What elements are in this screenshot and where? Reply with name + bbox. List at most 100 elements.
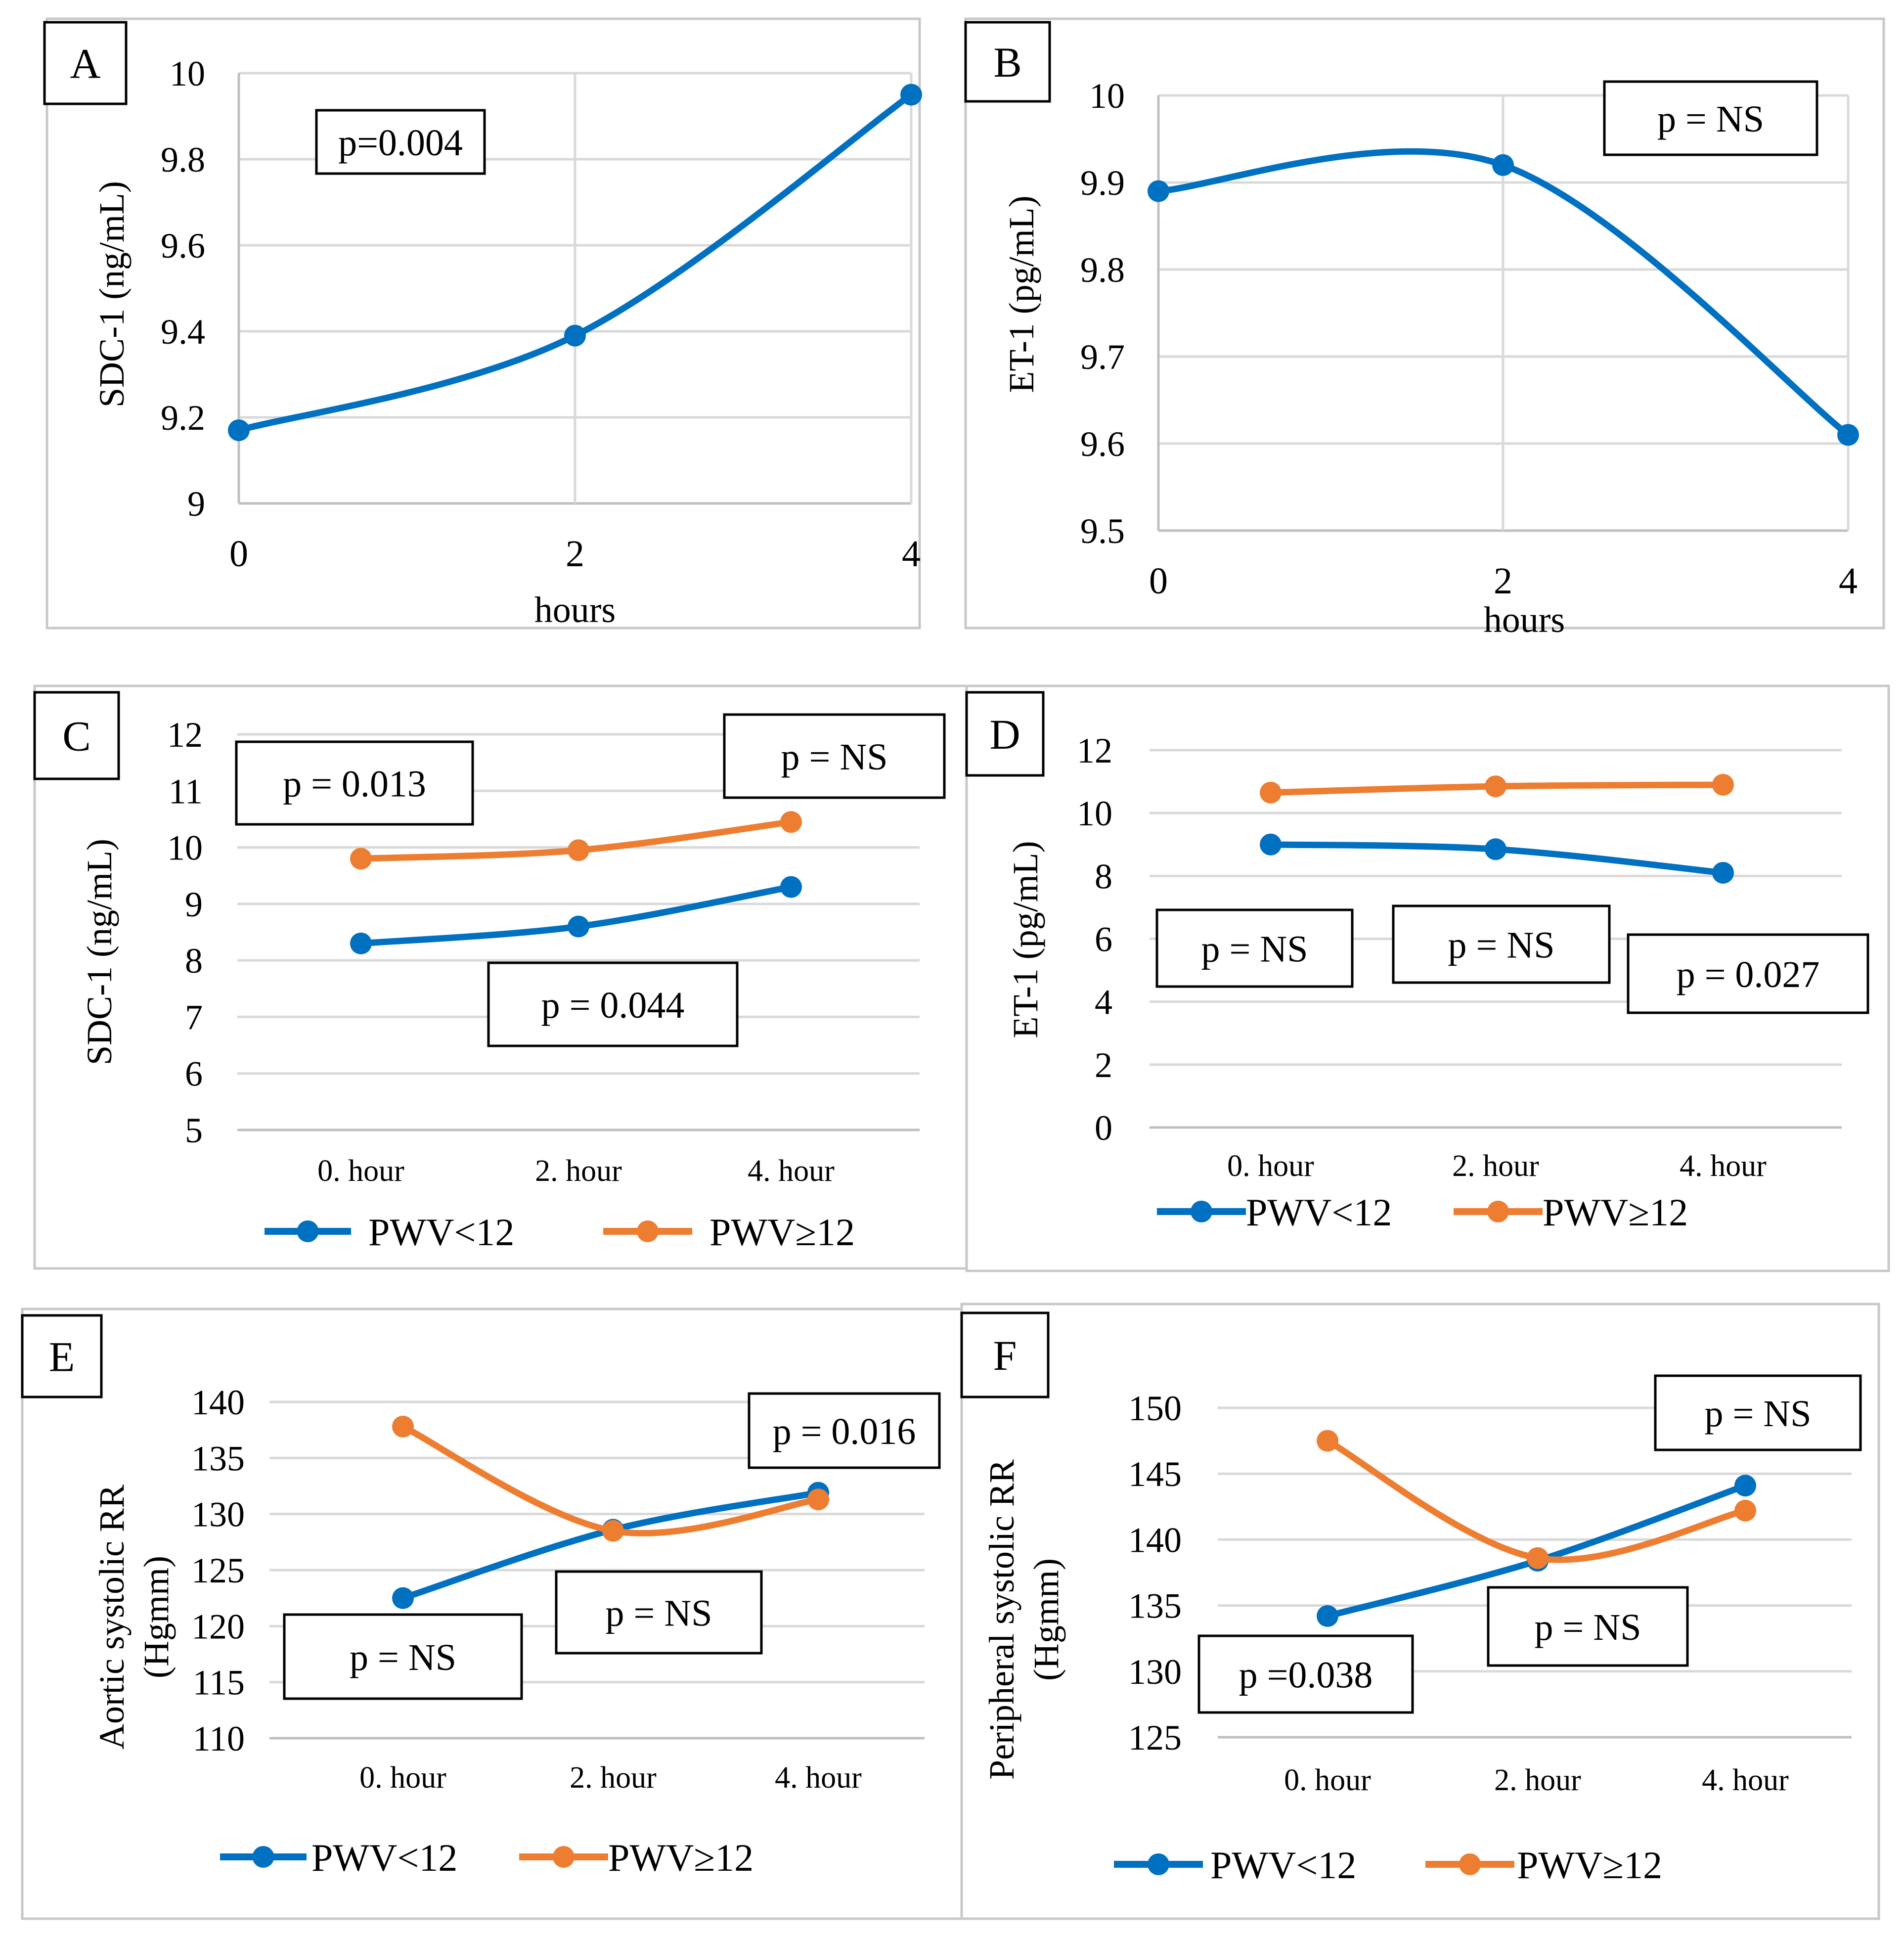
panel-b: 9.5 9.6 9.7 9.8 9.9 10 0 2 4 hours ET-1 (pg/mL) p =… [964, 17, 1885, 640]
x-tick-label: 4. hour [1702, 1763, 1789, 1797]
data-point-blue [1734, 1475, 1756, 1497]
p-value-label: p = NS [605, 1593, 712, 1634]
y-axis-label: Aortic systolic RR (Hgmm) [92, 1485, 176, 1750]
data-point-blue [564, 324, 586, 347]
p-value-label: p = NS [350, 1637, 456, 1678]
p-value-box [1603, 80, 1818, 156]
p-value-label: p = NS [1201, 929, 1308, 970]
panel-letter-box [43, 21, 128, 105]
y-tick-label: 140 [1128, 1520, 1182, 1560]
series-line-orange [1324, 1438, 1749, 1563]
y-tick-label: 9.2 [161, 398, 205, 438]
legend-marker-blue [1148, 1853, 1169, 1875]
y-tick-label: 9.6 [161, 226, 205, 266]
data-point-orange [392, 1415, 414, 1438]
y-tick-label: 135 [1128, 1586, 1182, 1626]
legend-label: PWV≥12 [1543, 1191, 1688, 1234]
x-tick-label: 4 [1839, 560, 1858, 602]
panel-frame [45, 17, 921, 630]
y-tick-label: 115 [193, 1663, 245, 1703]
p-value-label: p = 0.044 [541, 985, 685, 1026]
p-value-box [1487, 1586, 1689, 1667]
data-point-blue [1485, 838, 1506, 860]
y-tick-label: 140 [191, 1383, 245, 1422]
panel-letter-box [964, 21, 1051, 103]
y-axis-label: ET-1 (pg/mL) [1006, 841, 1045, 1038]
y-tick-label: 8 [1095, 856, 1112, 896]
x-tick-label: 2 [1494, 560, 1512, 602]
x-tick-label: 2. hour [535, 1154, 622, 1188]
panel-letter: D [989, 711, 1020, 758]
p-value-label: p = 0.013 [283, 764, 426, 805]
y-tick-label: 110 [193, 1719, 245, 1758]
legend-label: PWV<12 [368, 1211, 514, 1254]
y-tick-label: 9.8 [161, 140, 205, 180]
y-tick-label: 12 [1077, 731, 1112, 770]
p-value-box [1392, 904, 1611, 984]
y-tick-label: 150 [1128, 1389, 1182, 1428]
y-axis-label-line: (Hgmm) [136, 1556, 176, 1678]
y-tick-label: 9.9 [1080, 163, 1125, 203]
p-value-box [1197, 1634, 1414, 1714]
legend-label: PWV<12 [1210, 1844, 1356, 1887]
y-axis-label-line: Peripheral systolic RR [982, 1459, 1021, 1780]
y-tick-label: 9.7 [1080, 337, 1125, 377]
p-value-box [723, 713, 946, 799]
x-tick-label: 0. hour [359, 1761, 446, 1795]
p-value-label: p = NS [1704, 1393, 1811, 1435]
p-value-box [235, 740, 474, 826]
p-value-label: p =0.038 [1239, 1655, 1373, 1696]
y-tick-label: 8 [185, 941, 203, 981]
legend-marker-orange [637, 1220, 659, 1242]
y-tick-label: 120 [191, 1607, 245, 1646]
legend-marker-orange [1487, 1201, 1509, 1222]
data-point-blue [350, 932, 372, 954]
y-tick-label: 130 [191, 1495, 245, 1534]
panel-letter: B [993, 39, 1021, 86]
p-value-label: p = NS [1534, 1607, 1641, 1648]
y-tick-label: 11 [169, 771, 203, 811]
x-tick-label: 2. hour [570, 1761, 657, 1795]
y-tick-label: 9.8 [1080, 250, 1125, 290]
p-value-box [1654, 1374, 1862, 1451]
y-axis-label: SDC-1 (ng/mL) [92, 181, 132, 407]
panel-letter: C [62, 713, 90, 760]
y-tick-label: 10 [170, 54, 205, 93]
y-axis-label: ET-1 (pg/mL) [1002, 195, 1041, 393]
p-value-box [487, 961, 739, 1047]
p-value-label: p = 0.027 [1677, 954, 1820, 995]
panel-f: 125 130 135 140 145 150 0. hour 2. hour 4. hour P… [960, 1303, 1880, 1920]
data-point-blue [1837, 424, 1859, 446]
x-tick-label: 0. hour [1284, 1763, 1371, 1797]
legend-label: PWV≥12 [608, 1836, 753, 1879]
p-value-label: p=0.004 [338, 122, 463, 164]
x-tick-label: 4. hour [775, 1761, 862, 1795]
panel-letter-box [965, 691, 1045, 777]
x-tick-label: 2 [566, 533, 584, 575]
p-value-box [315, 109, 486, 175]
y-tick-label: 10 [167, 828, 203, 868]
data-point-orange [1485, 775, 1506, 798]
x-tick-label: 0. hour [317, 1154, 404, 1188]
y-tick-label: 135 [191, 1439, 245, 1478]
y-tick-label: 9.4 [161, 312, 205, 352]
x-tick-label: 0. hour [1227, 1149, 1314, 1183]
y-tick-label: 0 [1095, 1108, 1112, 1148]
p-value-box [283, 1613, 523, 1700]
data-point-blue [392, 1587, 414, 1609]
y-tick-label: 9.6 [1080, 424, 1125, 464]
y-tick-label: 9 [185, 885, 203, 924]
data-point-blue [228, 419, 250, 442]
data-point-orange [1317, 1430, 1338, 1452]
x-tick-label: 2. hour [1494, 1763, 1581, 1797]
data-point-orange [1712, 773, 1734, 796]
p-value-label: p = NS [1448, 925, 1554, 966]
data-point-blue [1148, 180, 1169, 202]
panel-frame [960, 1303, 1880, 1920]
p-value-box [555, 1570, 763, 1655]
y-tick-label: 6 [1095, 920, 1112, 959]
y-tick-label: 5 [185, 1111, 203, 1150]
data-point-orange [1260, 781, 1282, 804]
panel-letter-box [960, 1311, 1050, 1398]
